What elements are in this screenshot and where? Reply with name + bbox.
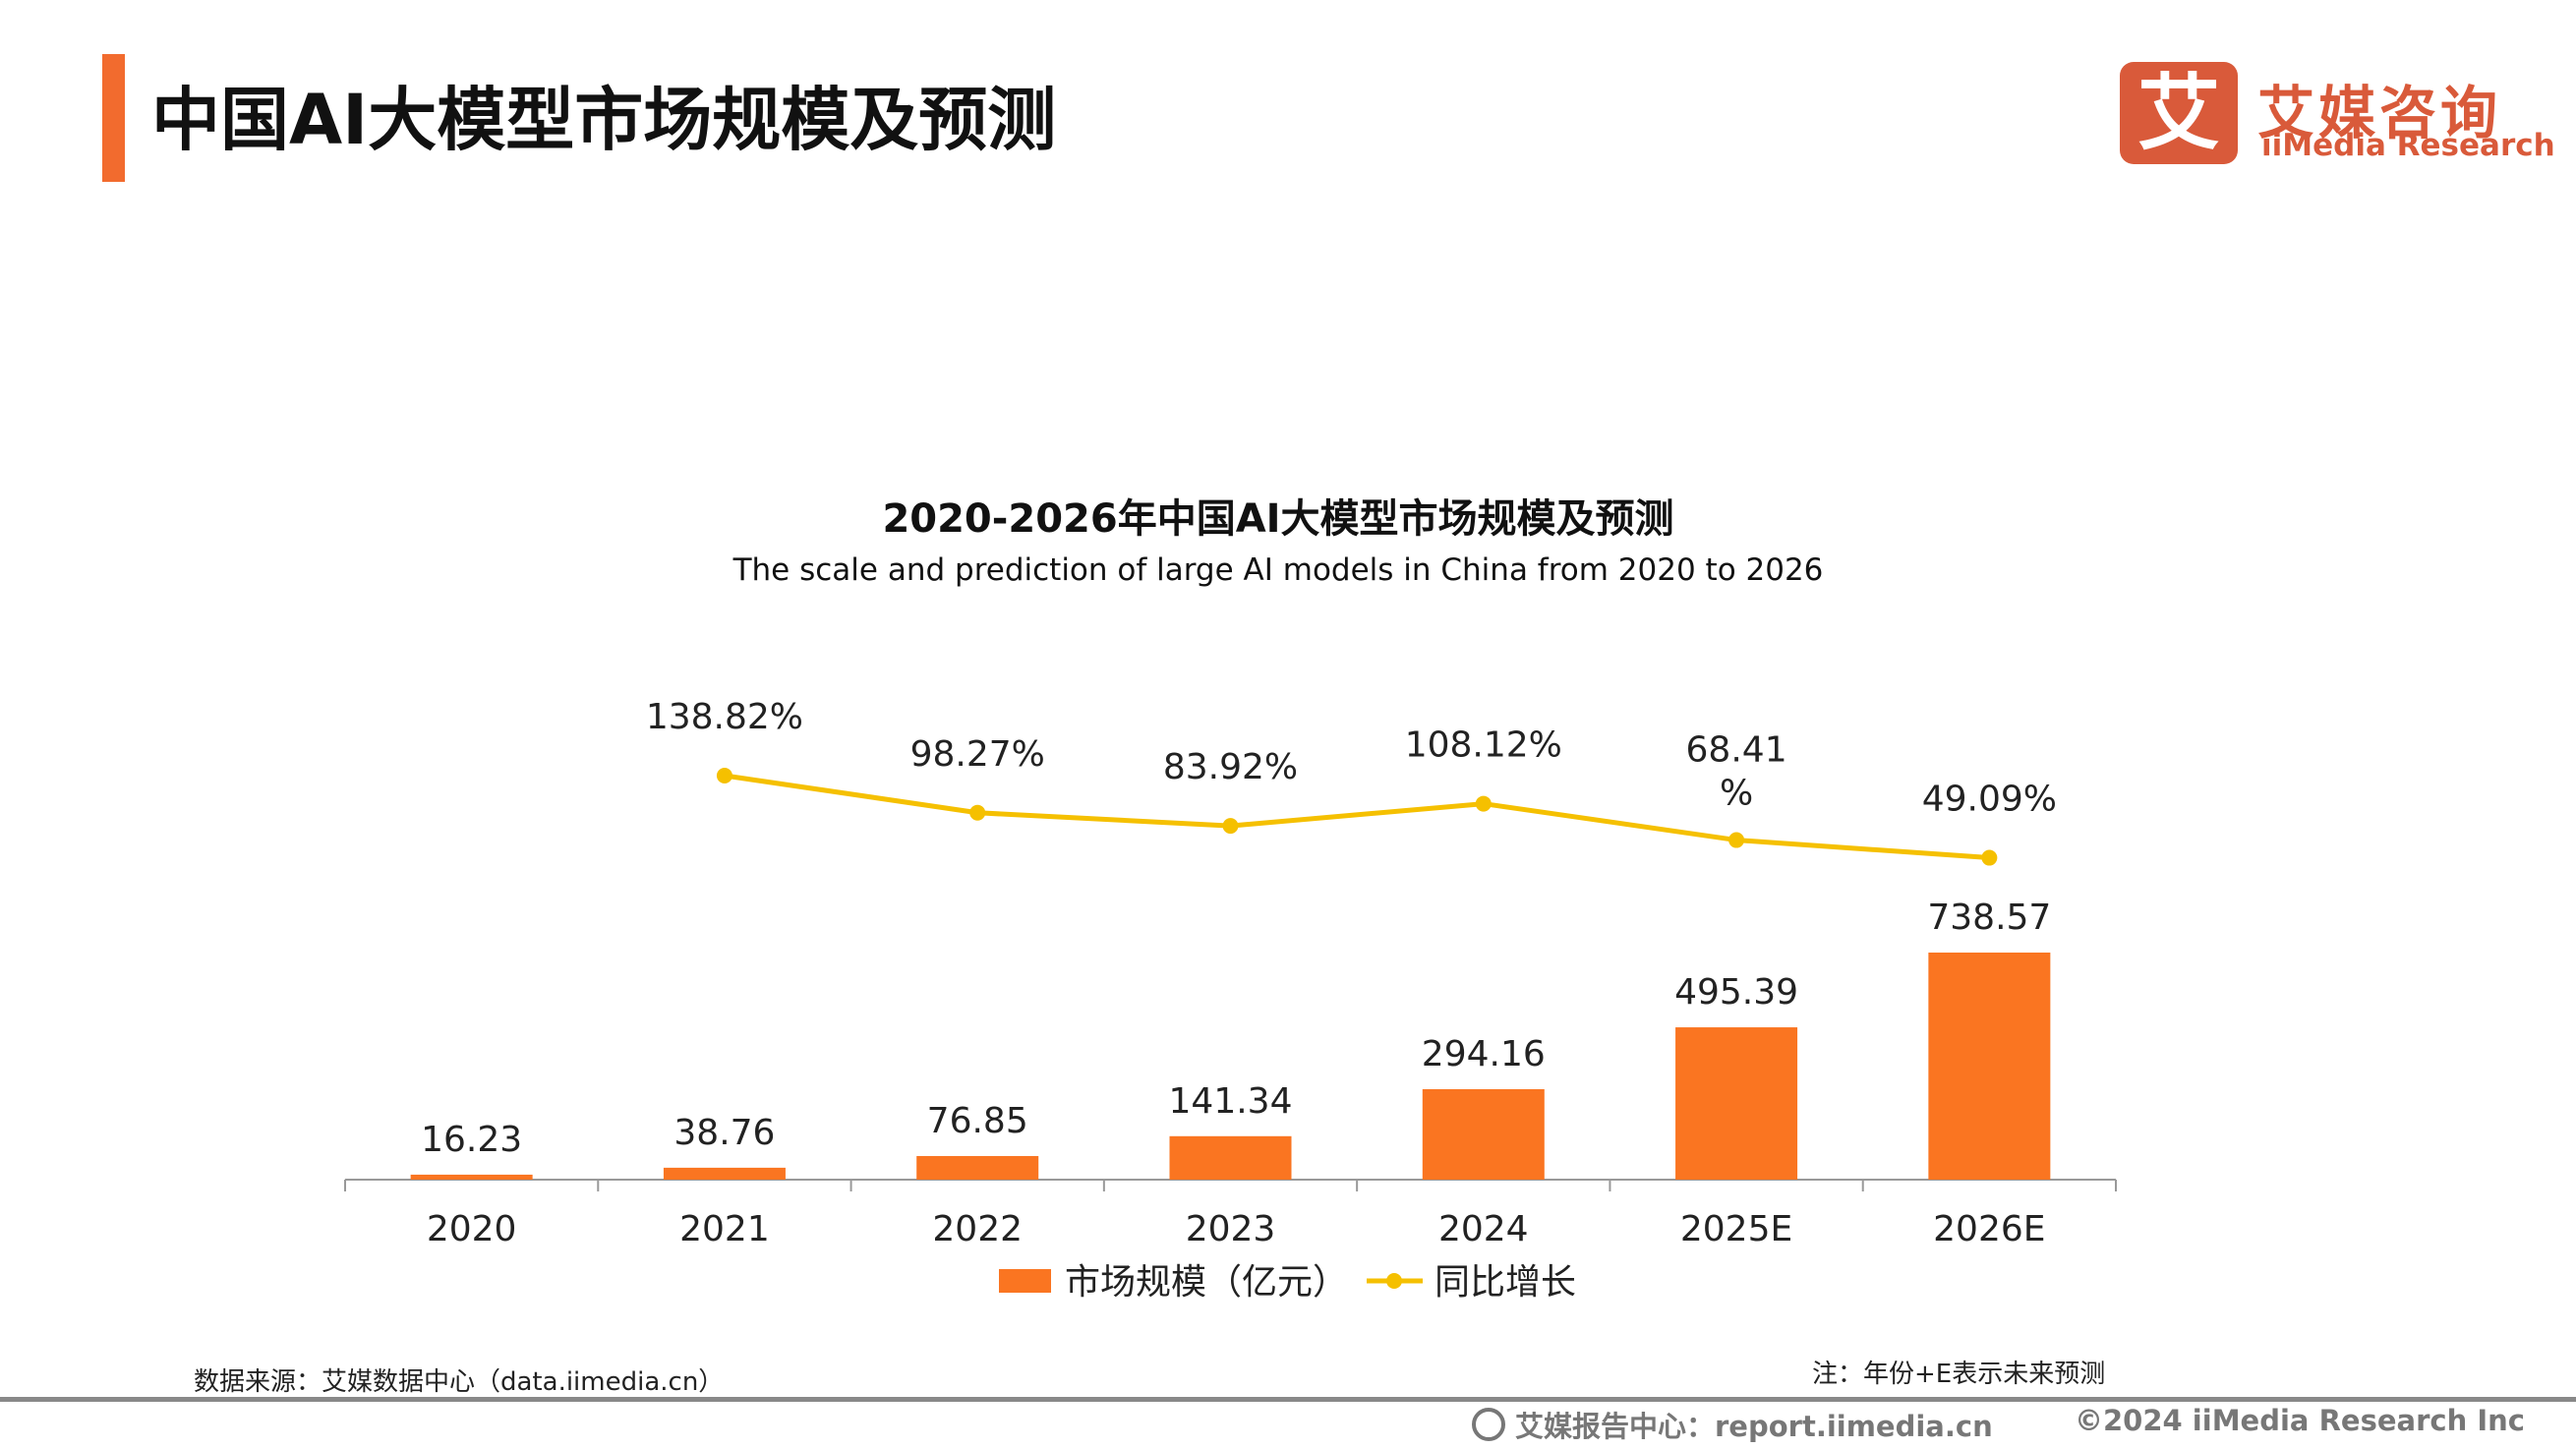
chart-subtitle: The scale and prediction of large AI mod… — [732, 552, 1824, 588]
growth-point — [716, 768, 732, 783]
x-tick-label: 2024 — [1438, 1209, 1529, 1249]
logo-text-en: iiMedia Research — [2261, 128, 2555, 163]
x-tick-label: 2023 — [1186, 1209, 1276, 1249]
bar-value-label: 294.16 — [1422, 1034, 1546, 1074]
title-accent-bar — [102, 54, 125, 182]
bar — [1675, 1027, 1798, 1180]
bar-value-label: 16.23 — [421, 1120, 522, 1160]
x-tick-label: 2020 — [427, 1209, 517, 1249]
legend-bar-swatch — [999, 1269, 1051, 1293]
legend-line-label: 同比增长 — [1434, 1262, 1576, 1303]
growth-value-label: 98.27% — [910, 734, 1045, 775]
bar — [1422, 1088, 1545, 1180]
bar — [1928, 953, 2051, 1180]
growth-point — [1475, 795, 1492, 812]
bar-value-label: 738.57 — [1927, 898, 2051, 938]
bar — [916, 1155, 1039, 1180]
bar — [663, 1167, 786, 1180]
chart-title: 2020-2026年中国AI大模型市场规模及预测 — [882, 496, 1674, 542]
growth-point — [1728, 832, 1745, 848]
copyright: ©2024 iiMedia Research Inc — [2075, 1404, 2525, 1437]
growth-point — [1222, 818, 1239, 835]
bar — [410, 1174, 533, 1180]
report-center-link[interactable]: 艾媒报告中心：report.iimedia.cn — [1515, 1410, 1993, 1443]
report-center[interactable]: 艾媒报告中心：report.iimedia.cn — [1472, 1404, 1993, 1445]
globe-icon — [1472, 1408, 1505, 1441]
growth-line — [724, 773, 1990, 861]
x-tick-label: 2022 — [932, 1209, 1023, 1249]
bar-value-label: 495.39 — [1674, 972, 1798, 1013]
growth-value-label: 49.09% — [1922, 780, 2057, 820]
growth-value-label: 108.12% — [1405, 725, 1562, 766]
bar-value-label: 38.76 — [673, 1113, 775, 1153]
growth-value-label: 68.41% — [1686, 730, 1787, 814]
growth-point — [969, 804, 986, 821]
bar-value-label: 76.85 — [927, 1101, 1028, 1141]
growth-value-label: 138.82% — [646, 697, 803, 737]
x-tick-label: 2021 — [679, 1209, 770, 1249]
x-tick-label: 2025E — [1680, 1209, 1792, 1249]
x-tick-label: 2026E — [1933, 1209, 2045, 1249]
footer-divider — [0, 1397, 2576, 1402]
bar-value-label: 141.34 — [1169, 1081, 1293, 1122]
growth-value-label: 83.92% — [1163, 747, 1298, 787]
growth-point — [1981, 849, 1998, 866]
logo-text-cn: 艾媒咨询 — [2257, 80, 2502, 146]
bar — [1169, 1135, 1292, 1180]
legend-bar-label: 市场规模（亿元） — [1065, 1262, 1348, 1303]
data-source: 数据来源：艾媒数据中心（data.iimedia.cn） — [194, 1367, 725, 1397]
legend-line-marker — [1386, 1273, 1402, 1289]
page-title: 中国AI大模型市场规模及预测 — [151, 80, 1057, 160]
logo-icon: 艾 — [2120, 62, 2238, 164]
forecast-note: 注：年份+E表示未来预测 — [1812, 1360, 2106, 1389]
